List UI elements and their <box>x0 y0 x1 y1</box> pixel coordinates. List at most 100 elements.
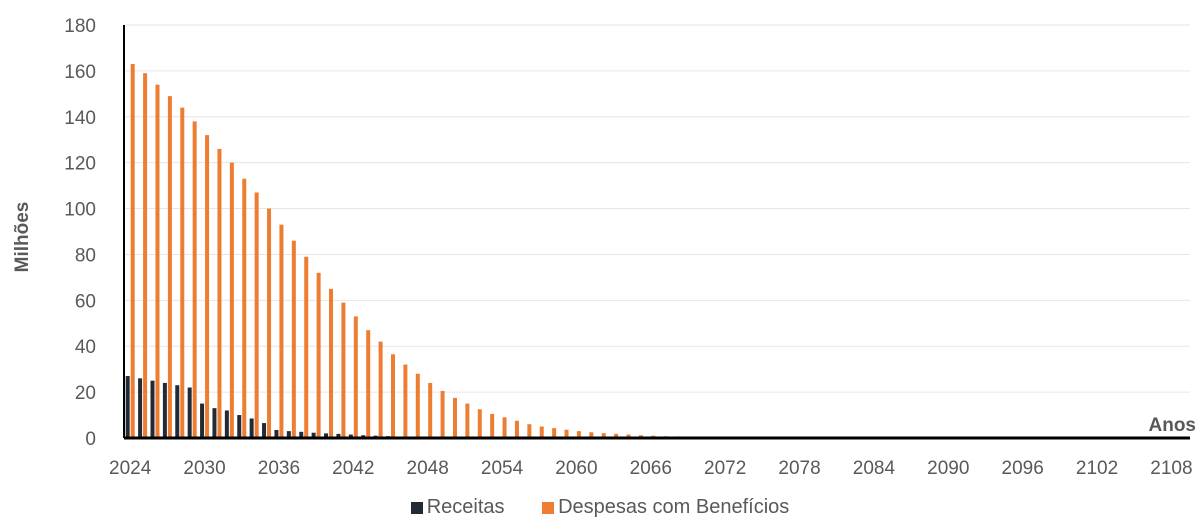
bar-receitas-2040 <box>324 433 329 438</box>
y-tick-label-80: 80 <box>75 245 96 266</box>
bar-despesas-2031 <box>217 148 222 438</box>
bar-receitas-2029 <box>187 387 192 438</box>
bar-despesas-2052 <box>477 409 482 438</box>
bar-despesas-2045 <box>391 354 395 438</box>
bar-despesas-2035 <box>267 208 272 438</box>
x-axis-label: Anos <box>1149 415 1197 436</box>
bar-despesas-2058 <box>552 428 557 438</box>
bar-despesas-2044 <box>378 341 383 438</box>
y-tick-label-120: 120 <box>64 154 96 175</box>
y-tick-label-100: 100 <box>64 200 96 221</box>
bar-receitas-2033 <box>237 415 242 438</box>
y-tick-label-180: 180 <box>64 16 96 37</box>
bar-despesas-2039 <box>316 272 321 438</box>
bar-despesas-2048 <box>428 382 433 438</box>
y-tick-label-140: 140 <box>64 108 96 129</box>
bar-receitas-2025 <box>138 378 143 438</box>
bar-despesas-2024 <box>130 64 135 438</box>
bar-receitas-2039 <box>311 432 316 438</box>
bar-despesas-2047 <box>415 373 420 438</box>
y-tick-label-160: 160 <box>64 62 96 83</box>
bar-despesas-2057 <box>539 426 544 438</box>
x-tick-label-2024: 2024 <box>109 458 152 479</box>
bar-despesas-2030 <box>205 135 210 438</box>
bar-despesas-2029 <box>192 121 197 438</box>
legend-item-receitas: Receitas <box>410 496 505 519</box>
bar-despesas-2064 <box>626 434 631 438</box>
bar-receitas-2038 <box>299 431 304 438</box>
x-tick-label-2090: 2090 <box>927 458 969 479</box>
bar-despesas-2063 <box>614 433 619 438</box>
bar-receitas-2041 <box>336 433 341 438</box>
axes <box>123 25 1190 440</box>
y-tick-labels: 0 20 40 60 80 100 120 140 160 180 <box>64 16 96 450</box>
bar-despesas-2050 <box>452 397 457 438</box>
bar-despesas-2034 <box>254 192 259 438</box>
bar-receitas-2027 <box>162 382 167 438</box>
bar-despesas-2060 <box>576 431 581 438</box>
bar-despesas-2053 <box>490 413 495 438</box>
bar-despesas-2025 <box>143 73 148 438</box>
bar-receitas-2028 <box>175 385 180 438</box>
y-tick-label-40: 40 <box>75 337 96 358</box>
bar-despesas-2026 <box>155 84 160 439</box>
bar-despesas-2049 <box>440 390 445 438</box>
y-tick-label-20: 20 <box>75 383 96 404</box>
y-tick-label-60: 60 <box>75 291 96 312</box>
legend-label-receitas: Receitas <box>426 496 505 518</box>
bar-receitas-2042 <box>348 434 353 438</box>
bar-despesas-2059 <box>564 429 569 438</box>
bar-despesas-2056 <box>527 424 532 438</box>
bar-despesas-2042 <box>353 316 358 438</box>
x-tick-label-2042: 2042 <box>332 458 374 479</box>
bar-receitas-2032 <box>224 410 229 438</box>
bar-despesas-2033 <box>242 178 247 438</box>
bar-despesas-2041 <box>341 302 346 438</box>
legend-swatch-receitas <box>410 501 423 514</box>
y-tick-label-0: 0 <box>85 429 96 450</box>
bar-chart: 0 20 40 60 80 100 120 140 160 180 2024 2030 2036 204… <box>12 16 1197 479</box>
bar-despesas-2055 <box>514 420 519 438</box>
x-tick-label-2102: 2102 <box>1076 458 1118 479</box>
gridlines <box>124 24 1190 393</box>
x-tick-label-2036: 2036 <box>258 458 300 479</box>
x-tick-label-2030: 2030 <box>183 458 225 479</box>
legend: Receitas Despesas com Benefícios <box>0 496 1200 520</box>
bar-receitas-2031 <box>212 408 217 438</box>
bar-receitas-2030 <box>200 403 205 438</box>
bar-despesas-2032 <box>229 162 234 438</box>
bar-despesas-2037 <box>291 240 296 438</box>
bar-marks <box>125 64 1189 439</box>
bar-despesas-2040 <box>329 288 334 438</box>
legend-label-despesas: Despesas com Benefícios <box>558 496 790 518</box>
bar-despesas-2043 <box>366 330 371 438</box>
x-tick-label-2084: 2084 <box>853 458 896 479</box>
x-tick-label-2060: 2060 <box>555 458 597 479</box>
bar-despesas-2062 <box>601 433 606 438</box>
x-tick-label-2048: 2048 <box>407 458 449 479</box>
bar-despesas-2036 <box>279 224 284 438</box>
bar-despesas-2061 <box>589 432 594 438</box>
bar-despesas-2027 <box>167 96 172 438</box>
y-axis-label: Milhões <box>12 202 33 273</box>
x-tick-label-2054: 2054 <box>481 458 524 479</box>
x-tick-label-2066: 2066 <box>630 458 672 479</box>
x-tick-label-2096: 2096 <box>1002 458 1044 479</box>
bar-despesas-2054 <box>502 417 507 438</box>
bar-despesas-2046 <box>403 364 408 438</box>
bar-receitas-2024 <box>125 376 130 438</box>
legend-swatch-despesas <box>542 501 555 514</box>
bar-despesas-2038 <box>304 256 309 438</box>
bar-despesas-2028 <box>180 107 185 438</box>
x-tick-label-2108: 2108 <box>1150 458 1192 479</box>
x-tick-labels: 2024 2030 2036 2042 2048 2054 2060 2066 2072 2078… <box>109 458 1192 479</box>
bar-despesas-2051 <box>465 403 470 438</box>
bar-receitas-2036 <box>274 429 279 438</box>
legend-item-despesas: Despesas com Benefícios <box>542 496 789 519</box>
x-tick-label-2072: 2072 <box>704 458 746 479</box>
bar-receitas-2026 <box>150 380 155 438</box>
bar-receitas-2034 <box>249 418 254 438</box>
x-tick-label-2078: 2078 <box>778 458 820 479</box>
bar-receitas-2037 <box>286 431 291 438</box>
bar-receitas-2035 <box>262 423 267 438</box>
